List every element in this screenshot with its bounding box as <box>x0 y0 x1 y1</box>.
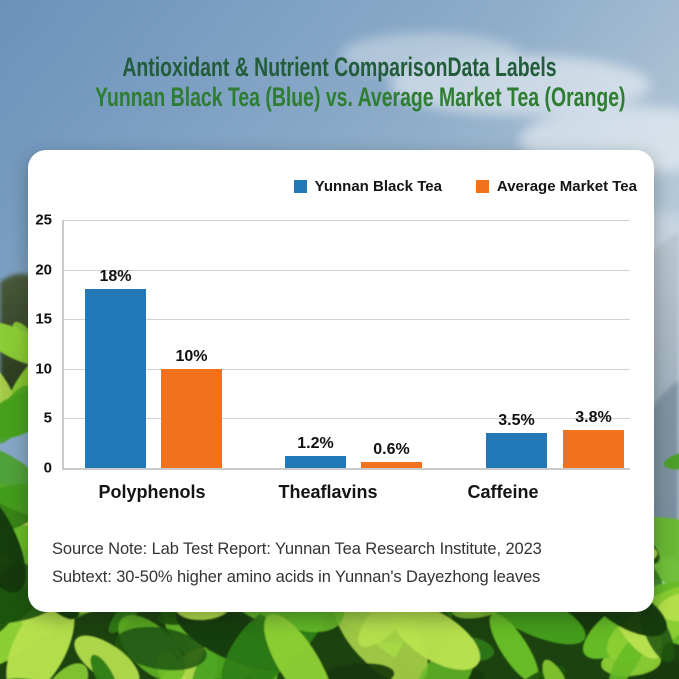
bar-average-market-tea-theaflavins <box>361 462 422 468</box>
plot-area: 0 5 10 15 20 25 18% 1.2% 3.5% 10% 0.6% 3.8% Polyphen… <box>35 212 630 502</box>
gridline <box>64 269 630 271</box>
chart-card: Yunnan Black Tea Average Market Tea 0 5 10… <box>28 150 654 612</box>
leaf <box>90 654 119 679</box>
title-line-2: Yunnan Black Tea (Blue) vs. Average Mark… <box>95 82 626 112</box>
leaf <box>316 663 395 679</box>
y-axis-tick-label: 0 <box>43 459 52 477</box>
legend-swatch-orange <box>475 180 489 193</box>
y-axis-tick-label: 20 <box>35 261 52 279</box>
gridline <box>64 220 630 221</box>
leaf <box>264 614 333 679</box>
legend-label: Average Market Tea <box>496 178 637 195</box>
chart-title: Antioxidant & Nutrient ComparisonData La… <box>0 52 679 112</box>
y-axis-tick-label: 5 <box>43 409 52 427</box>
legend-item-market: Average Market Tea <box>475 178 637 195</box>
leaf <box>542 659 571 679</box>
gridline <box>64 368 630 370</box>
legend: Yunnan Black Tea Average Market Tea <box>293 178 637 195</box>
leaf <box>489 613 539 679</box>
leaf <box>663 448 679 470</box>
legend-label: Yunnan Black Tea <box>314 178 442 195</box>
leaf <box>6 596 75 679</box>
y-axis-tick-label: 25 <box>35 211 52 229</box>
source-note-line: Source Note: Lab Test Report: Yunnan Tea… <box>52 540 542 558</box>
bar-value-label: 10% <box>175 348 208 365</box>
leaf <box>615 659 679 679</box>
leaf <box>0 480 26 593</box>
bar-value-label: 3.8% <box>575 409 612 426</box>
bar-value-label: 3.5% <box>498 412 535 429</box>
gridline <box>64 418 630 420</box>
y-axis-tick-label: 15 <box>35 310 52 328</box>
bar-average-market-tea-polyphenols <box>161 369 222 468</box>
source-notes: Source Note: Lab Test Report: Yunnan Tea… <box>52 536 542 591</box>
leaf <box>114 626 207 671</box>
bar-average-market-tea-caffeine <box>563 430 624 468</box>
leaf <box>391 603 481 670</box>
category-label-polyphenols: Polyphenols <box>98 482 206 502</box>
bar-value-label: 18% <box>99 268 132 285</box>
y-axis-tick-label: 10 <box>35 360 52 378</box>
category-label-caffeine: Caffeine <box>467 482 539 502</box>
legend-swatch-blue <box>293 180 307 193</box>
bar-value-label: 1.2% <box>297 435 334 452</box>
bar-yunnan-black-tea-theaflavins <box>285 456 346 468</box>
bar-yunnan-black-tea-polyphenols <box>85 289 146 468</box>
gridline <box>64 319 630 321</box>
subtext-line: Subtext: 30-50% higher amino acids in Yu… <box>52 567 541 586</box>
bar-yunnan-black-tea-caffeine <box>486 433 547 468</box>
leaf <box>41 663 89 679</box>
leaf <box>74 635 140 679</box>
bar-value-label: 0.6% <box>373 441 410 458</box>
title-line-1: Antioxidant & Nutrient ComparisonData La… <box>122 52 557 82</box>
legend-item-yunnan: Yunnan Black Tea <box>293 178 442 195</box>
leaf <box>657 589 679 622</box>
category-label-theaflavins: Theaflavins <box>278 482 378 502</box>
